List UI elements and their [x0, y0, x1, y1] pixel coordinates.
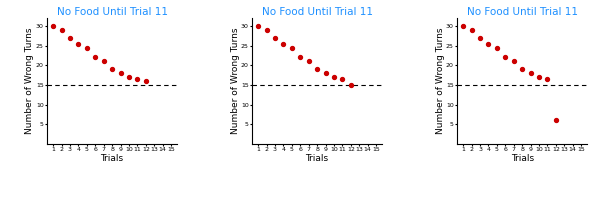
- Point: [500, 56, 510, 59]
- Y-axis label: Number of Wrong Turns: Number of Wrong Turns: [231, 28, 240, 134]
- Point: [492, 46, 502, 49]
- Point: [329, 75, 339, 79]
- Point: [141, 79, 150, 83]
- Point: [517, 68, 527, 71]
- Point: [48, 24, 58, 27]
- Point: [321, 72, 330, 75]
- X-axis label: Trials: Trials: [306, 154, 329, 163]
- Point: [99, 60, 109, 63]
- Point: [458, 24, 468, 27]
- Point: [82, 46, 91, 49]
- Point: [304, 60, 313, 63]
- Point: [467, 28, 476, 31]
- Point: [254, 24, 263, 27]
- Point: [476, 36, 485, 39]
- Point: [313, 68, 322, 71]
- Point: [346, 83, 356, 87]
- X-axis label: Trials: Trials: [510, 154, 534, 163]
- Point: [509, 60, 519, 63]
- Point: [116, 72, 125, 75]
- Point: [484, 42, 493, 45]
- Point: [57, 28, 66, 31]
- Point: [296, 56, 305, 59]
- Title: No Food Until Trial 11: No Food Until Trial 11: [261, 7, 373, 17]
- Point: [543, 77, 552, 81]
- Point: [133, 77, 142, 81]
- Title: No Food Until Trial 11: No Food Until Trial 11: [467, 7, 578, 17]
- Point: [270, 36, 280, 39]
- Point: [262, 28, 271, 31]
- Title: No Food Until Trial 11: No Food Until Trial 11: [57, 7, 168, 17]
- Y-axis label: Number of Wrong Turns: Number of Wrong Turns: [435, 28, 444, 134]
- Point: [337, 77, 347, 81]
- Point: [90, 56, 100, 59]
- Point: [278, 42, 288, 45]
- Point: [74, 42, 83, 45]
- Point: [551, 119, 560, 122]
- Y-axis label: Number of Wrong Turns: Number of Wrong Turns: [25, 28, 34, 134]
- Point: [287, 46, 297, 49]
- Point: [535, 75, 544, 79]
- Point: [124, 75, 134, 79]
- Point: [107, 68, 117, 71]
- Point: [526, 72, 535, 75]
- X-axis label: Trials: Trials: [100, 154, 124, 163]
- Point: [65, 36, 75, 39]
